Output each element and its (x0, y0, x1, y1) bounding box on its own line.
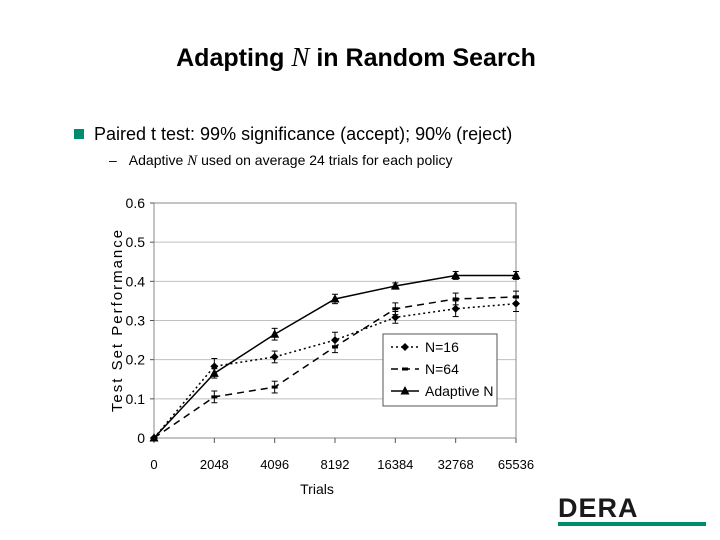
y-tick-label: 0.1 (126, 391, 146, 407)
y-tick-label: 0.4 (126, 273, 146, 289)
sub-dash: – (109, 152, 117, 168)
legend-marker-n-64 (402, 367, 408, 371)
legend-label-n-16: N=16 (425, 339, 459, 355)
bullet-text: Paired t test: 99% significance (accept)… (94, 124, 513, 144)
data-point-adaptive-n (451, 270, 461, 279)
x-tick-label: 16384 (377, 457, 413, 472)
x-tick-label: 0 (150, 457, 157, 472)
dera-logo: DERA (558, 493, 706, 526)
logo-bar (558, 522, 706, 526)
data-point-adaptive-n (390, 281, 400, 290)
data-point-n-16 (331, 336, 339, 345)
y-tick-label: 0.2 (126, 352, 146, 368)
data-point-n-16 (270, 352, 279, 361)
x-tick-label: 8192 (321, 457, 350, 472)
x-tick-label: 2048 (200, 457, 229, 472)
sub-bullet: – Adaptive N used on average 24 trials fo… (109, 152, 453, 169)
slide-title: Adapting N in Random Search (176, 42, 536, 72)
bullet-square-icon (74, 129, 84, 139)
y-axis-label: Test Set Performance (109, 228, 126, 412)
data-point-n-16 (512, 299, 520, 308)
data-point-n-16 (451, 304, 460, 313)
x-tick-label: 32768 (438, 457, 474, 472)
y-tick-label: 0.5 (126, 234, 146, 250)
data-point-n-64 (392, 307, 399, 311)
legend-marker-adaptive-n (400, 386, 410, 395)
x-axis-label: Trials (300, 481, 334, 497)
legend-label-n-64: N=64 (425, 361, 459, 377)
data-point-adaptive-n (270, 329, 280, 338)
data-point-adaptive-n (330, 293, 340, 303)
data-point-n-64 (332, 345, 338, 349)
legend-label-adaptive-n: Adaptive N (425, 383, 493, 399)
x-tick-label: 65536 (498, 457, 534, 472)
data-point-n-64 (211, 395, 218, 399)
data-point-n-64 (452, 297, 459, 301)
y-tick-label: 0.3 (126, 313, 146, 329)
legend-marker-n-16 (401, 343, 409, 351)
bullet-point: Paired t test: 99% significance (accept)… (74, 124, 512, 145)
logo-text: DERA (558, 493, 639, 523)
y-tick-label: 0 (137, 430, 145, 446)
x-tick-label: 4096 (260, 457, 289, 472)
data-point-adaptive-n (511, 270, 521, 279)
data-point-n-64 (271, 385, 278, 389)
data-point-n-16 (391, 313, 400, 322)
data-point-n-64 (513, 295, 519, 299)
data-point-adaptive-n (209, 368, 219, 377)
data-point-adaptive-n (149, 433, 159, 442)
y-tick-label: 0.6 (126, 195, 146, 211)
